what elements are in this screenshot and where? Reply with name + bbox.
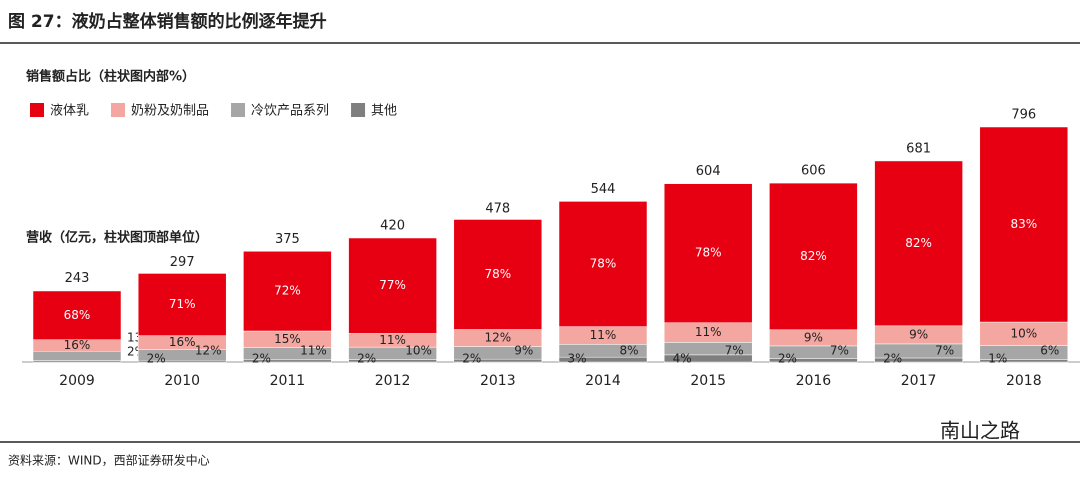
total-label: 544 [591,182,616,197]
bar-segment [663,183,753,324]
value-label: 68% [64,308,91,322]
x-tick-label: 2017 [901,373,937,389]
bar-segment [874,160,963,327]
x-tick-label: 2012 [375,373,411,389]
x-tick-label: 2018 [1006,373,1042,389]
x-tick-label: 2011 [270,373,306,389]
value-label: 10% [405,344,432,358]
bar-segment [348,237,437,334]
value-label: 9% [514,344,533,358]
x-tick-label: 2015 [690,373,726,389]
total-label: 243 [65,271,90,286]
legend-label: 液体乳 [50,104,89,119]
legend-label: 其他 [371,104,397,119]
bar-segment [32,350,122,361]
value-label: 4% [673,352,692,366]
x-tick-label: 2010 [164,373,200,389]
value-label: 83% [1010,217,1037,231]
value-label: 7% [935,344,954,358]
bar-segment [137,273,227,336]
x-tick-label: 2013 [480,373,516,389]
value-label: 78% [590,257,617,271]
value-label: 12% [195,344,222,358]
value-label: 16% [169,335,196,349]
legend-swatch [30,103,44,117]
share-label: 销售额占比（柱状图内部%） [26,69,195,85]
value-label: 2% [778,352,797,366]
total-label: 606 [801,164,826,179]
total-label: 297 [170,255,195,270]
value-label: 7% [725,344,744,358]
legend-swatch [231,103,246,117]
value-label: 2% [357,352,376,366]
value-label: 82% [905,236,932,250]
chart-title: 图 27：液奶占整体销售额的比例逐年提升 [8,11,327,32]
value-label: 16% [64,338,91,352]
watermark: 南山之路 [940,419,1020,443]
value-label: 2% [147,352,166,366]
legend-label: 冷饮产品系列 [251,104,329,119]
value-label: 11% [590,328,617,342]
value-label: 77% [379,278,406,292]
bar-segment [453,219,543,330]
value-label: 12% [484,331,511,345]
value-label: 2% [252,352,271,366]
value-label: 7% [830,344,849,358]
bar-segment [32,290,122,341]
value-label: 15% [274,332,301,346]
value-label: 11% [300,344,327,358]
x-tick-label: 2016 [796,373,832,389]
legend-swatch [111,103,126,117]
value-label: 2% [462,352,481,366]
total-label: 375 [275,232,300,247]
value-label: 78% [484,267,511,281]
total-label: 478 [485,201,510,216]
bar-segment [558,201,648,327]
bar-segment [243,251,332,332]
value-label: 1% [988,352,1007,366]
value-label: 9% [804,330,823,344]
total-label: 604 [696,164,721,179]
source: 资料来源：WIND，西部证券研发中心 [8,453,210,468]
value-label: 82% [800,249,827,263]
value-label: 2% [883,352,902,366]
legend-label: 奶粉及奶制品 [131,104,209,119]
value-label: 9% [909,327,928,341]
value-label: 8% [619,344,638,358]
value-label: 78% [695,246,722,260]
value-label: 71% [169,297,196,311]
total-label: 796 [1011,108,1036,123]
value-label: 11% [695,325,722,339]
x-tick-label: 2009 [59,373,95,389]
bar-segment [979,126,1069,323]
revenue-label: 营收（亿元，柱状图顶部单位） [26,230,208,246]
value-label: 11% [379,333,406,347]
legend-swatch [351,103,366,117]
total-label: 420 [380,219,405,234]
value-label: 6% [1040,344,1059,358]
value-label: 3% [567,352,586,366]
total-label: 681 [906,141,931,156]
value-label: 72% [274,284,301,298]
bar-segment [769,182,858,331]
value-label: 10% [1010,326,1037,340]
x-tick-label: 2014 [585,373,621,389]
